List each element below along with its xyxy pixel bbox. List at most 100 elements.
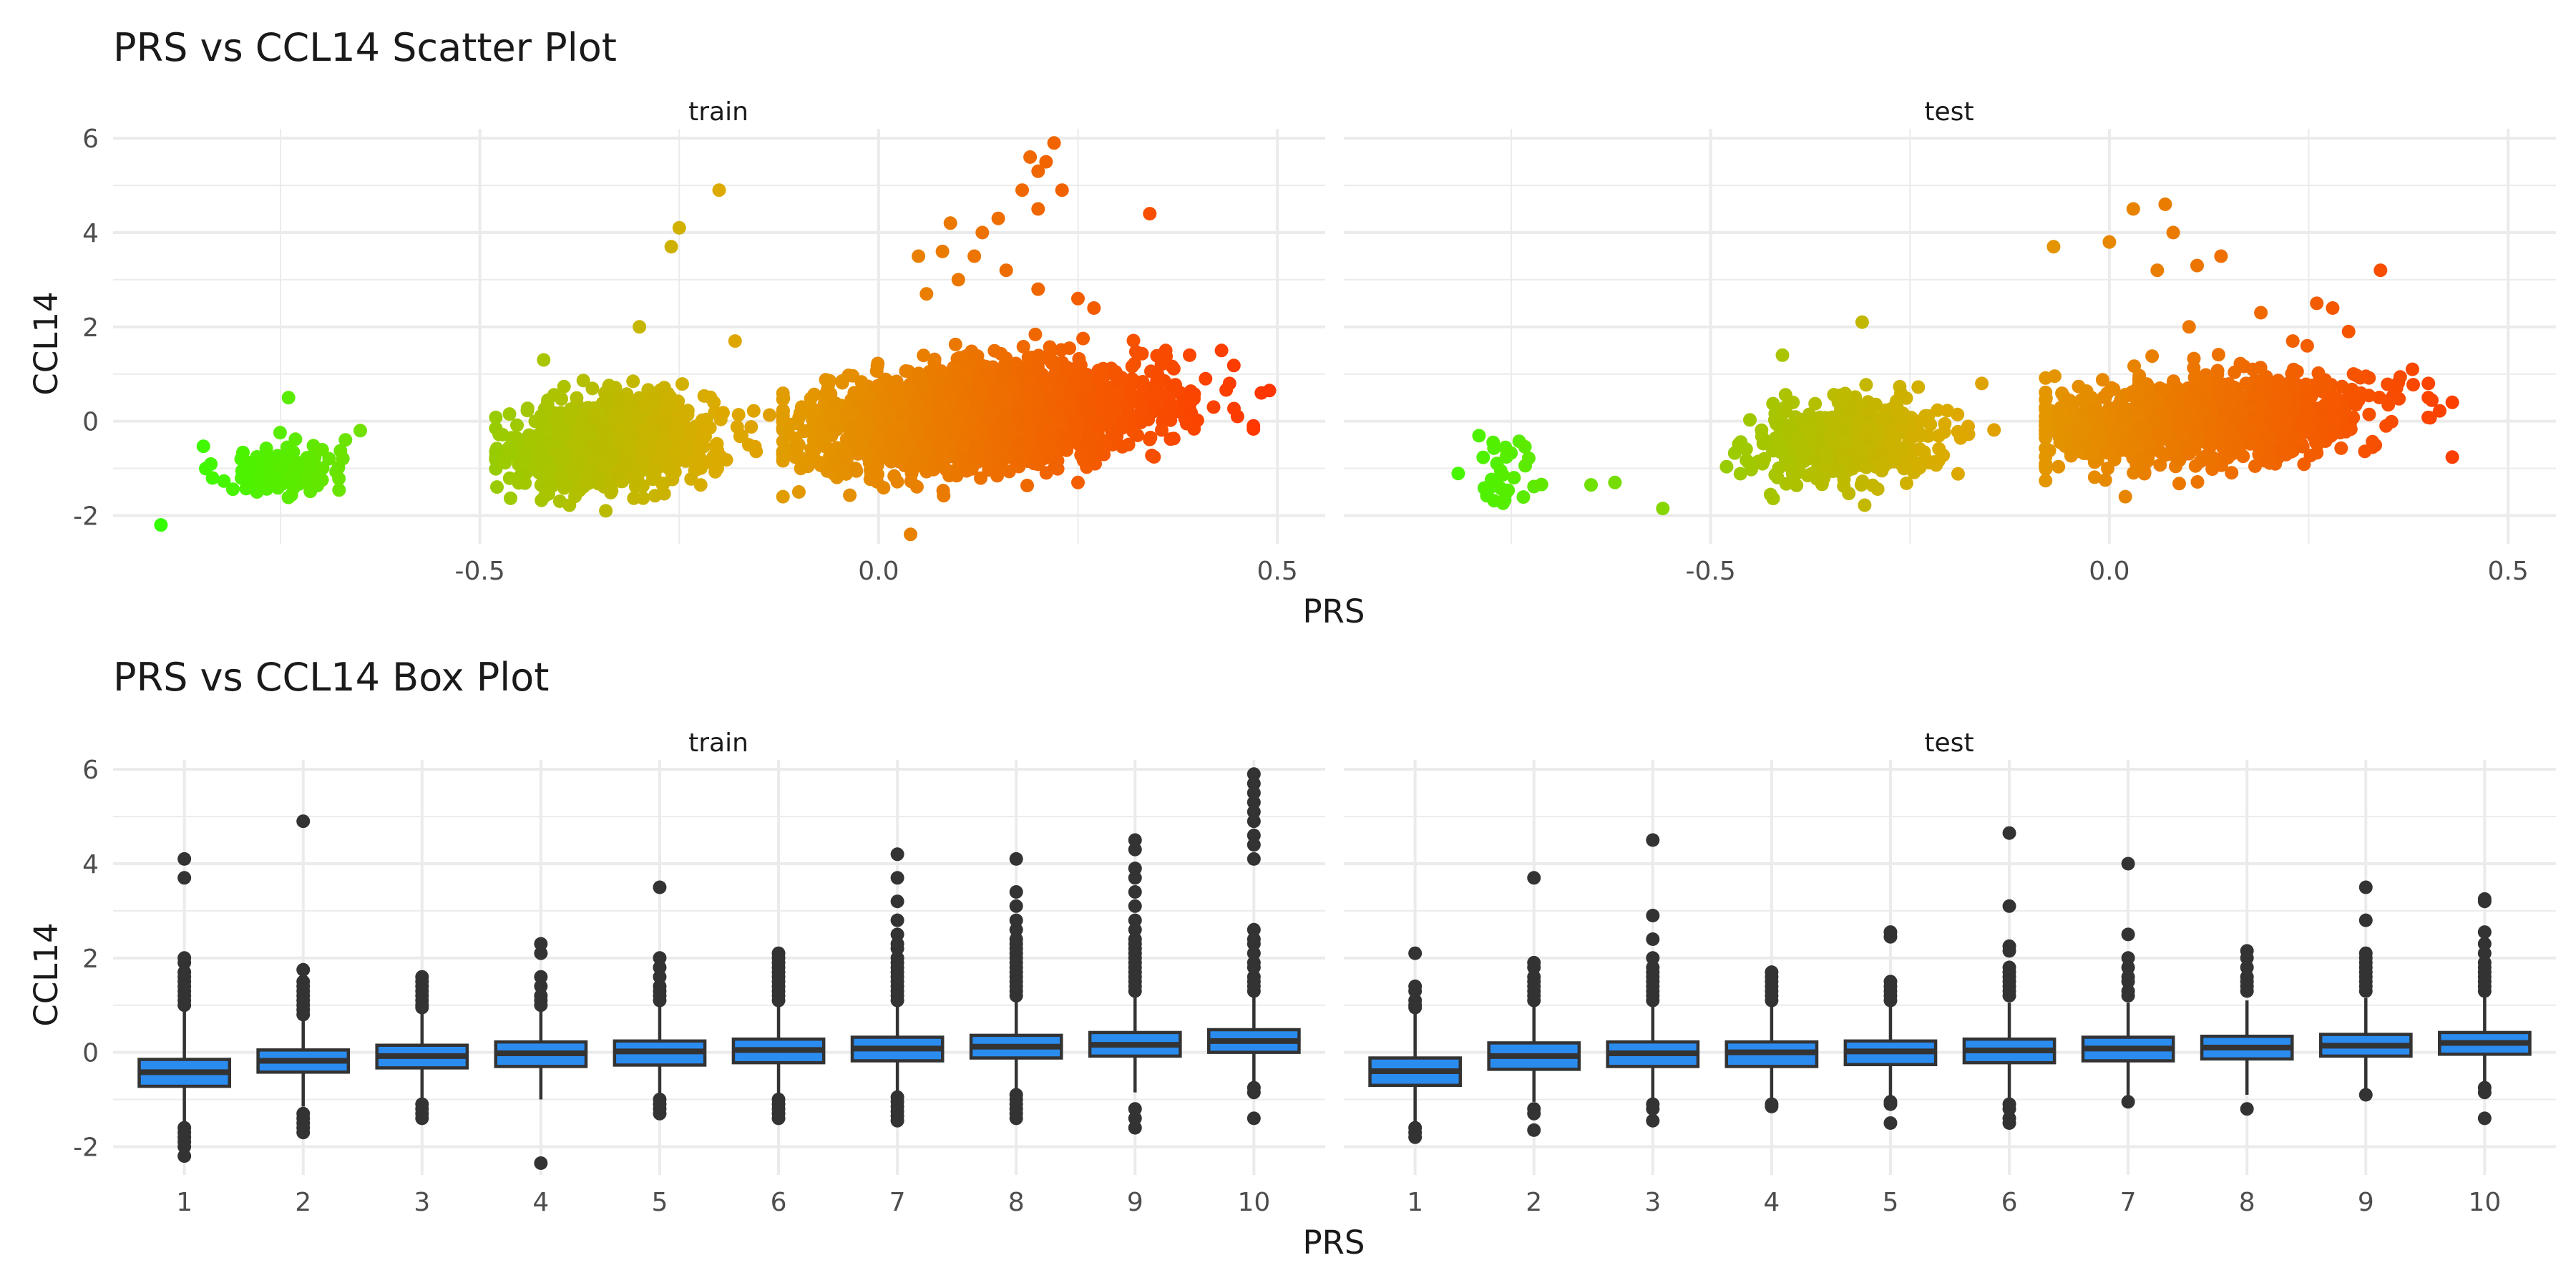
y-tick-label: -2	[73, 502, 99, 531]
scatter-point	[332, 483, 346, 497]
scatter-point	[569, 469, 583, 483]
scatter-point	[2190, 475, 2205, 489]
scatter-point	[1516, 490, 1531, 504]
scatter-point	[680, 440, 693, 454]
scatter-point	[2248, 459, 2262, 473]
scatter-point	[331, 460, 346, 474]
scatter-point	[877, 481, 891, 495]
scatter-point	[1485, 472, 1498, 487]
scatter-point	[628, 467, 642, 482]
scatter-point	[967, 249, 982, 263]
scatter-point	[1911, 380, 1926, 394]
scatter-point	[535, 415, 549, 429]
scatter-point	[1757, 452, 1772, 466]
scatter-point	[919, 444, 934, 459]
scatter-point	[1071, 291, 1085, 306]
scatter-point	[794, 451, 808, 465]
scatter-point	[590, 405, 605, 419]
scatter-point	[1121, 437, 1136, 452]
scatter-point	[698, 429, 712, 444]
scatter-point	[541, 487, 555, 501]
scatter-point	[741, 438, 756, 452]
scatter-point	[1047, 136, 1061, 150]
scatter-point	[744, 420, 758, 434]
scatter-point	[1063, 341, 1076, 356]
scatter-point	[971, 399, 985, 414]
scatter-point	[495, 428, 509, 441]
scatter-point	[1861, 431, 1875, 445]
scatter-point	[862, 416, 877, 431]
scatter-point	[791, 485, 806, 499]
scatter-point	[703, 390, 718, 404]
scatter-point	[1824, 417, 1838, 431]
scatter-point	[1016, 436, 1030, 450]
scatter-point	[992, 445, 1006, 459]
scatter-point	[280, 449, 294, 463]
scatter-point	[633, 320, 647, 334]
scatter-point	[919, 287, 934, 301]
scatter-point	[199, 462, 213, 476]
scatter-point	[1166, 431, 1181, 446]
scatter-point	[1125, 359, 1139, 374]
scatter-point	[1899, 476, 1913, 490]
scatter-point	[657, 417, 671, 431]
scatter-point	[719, 453, 733, 467]
scatter-point	[599, 441, 613, 455]
scatter-point	[1755, 429, 1769, 444]
scatter-point	[776, 391, 791, 405]
scatter-point	[315, 443, 329, 457]
scatter-point	[909, 424, 924, 438]
scatter-point	[950, 468, 964, 482]
scatter-point	[980, 414, 994, 428]
scatter-point	[1023, 150, 1038, 164]
scatter-point	[557, 379, 571, 394]
scatter-point	[1126, 392, 1140, 406]
scatter-point	[951, 273, 965, 287]
scatter-point	[699, 412, 713, 426]
scatter-point	[1135, 406, 1149, 420]
scatter-point	[1859, 378, 1873, 392]
scatter-point	[281, 391, 296, 405]
scatter-point	[1151, 398, 1166, 412]
scatter-point	[568, 489, 582, 504]
scatter-point	[1496, 496, 1511, 510]
scatter-point	[2145, 349, 2160, 364]
scatter-point	[1480, 489, 1494, 503]
scatter-point	[641, 383, 655, 397]
scatter-point	[1768, 468, 1782, 482]
scatter-point	[888, 422, 902, 436]
scatter-point	[236, 445, 250, 459]
scatter-point	[1080, 405, 1095, 419]
scatter-point	[626, 374, 640, 389]
scatter-point	[530, 428, 545, 442]
scatter-point	[598, 386, 612, 400]
scatter-point	[555, 392, 568, 406]
scatter-point	[306, 471, 320, 485]
scatter-point	[1076, 451, 1091, 465]
scatter-point	[1987, 423, 2001, 437]
scatter-point	[1180, 416, 1194, 431]
scatter-point	[1490, 457, 1504, 471]
scatter-point	[803, 398, 816, 412]
scatter-point	[1015, 183, 1029, 197]
scatter-point	[1003, 377, 1017, 391]
scatter-point	[1797, 445, 1812, 459]
scatter-point	[2039, 474, 2053, 488]
scatter-point	[933, 367, 947, 381]
scatter-point	[226, 482, 240, 497]
scatter-point	[1145, 386, 1159, 400]
scatter-point	[1183, 348, 1196, 362]
scatter-point	[1771, 437, 1785, 451]
scatter-point	[248, 482, 263, 497]
scatter-point	[869, 399, 883, 414]
scatter-point	[1019, 407, 1033, 421]
scatter-point	[870, 458, 884, 472]
scatter-point	[1819, 446, 1833, 460]
scatter-point	[1068, 414, 1083, 428]
scatter-point	[784, 417, 799, 431]
scatter-point	[1055, 183, 1069, 197]
scatter-point	[1169, 378, 1182, 392]
scatter-point	[987, 430, 1002, 444]
scatter-point	[1734, 435, 1748, 449]
scatter-point	[515, 454, 530, 469]
